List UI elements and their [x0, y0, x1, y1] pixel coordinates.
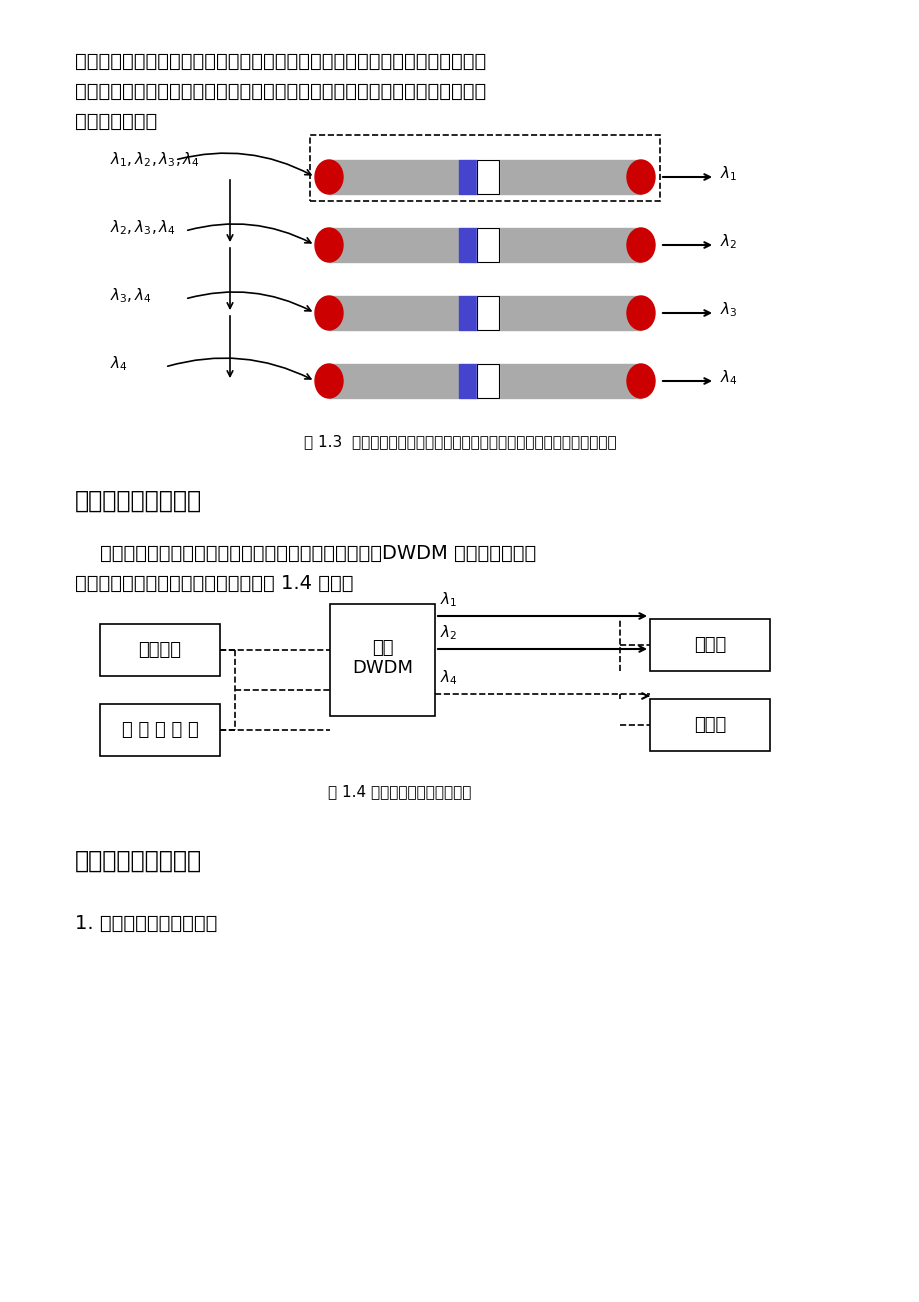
- Bar: [100, 704, 220, 756]
- Text: $\lambda_1$: $\lambda_1$: [720, 164, 737, 184]
- Bar: [476, 365, 498, 398]
- Bar: [459, 228, 476, 262]
- Text: DWDM: DWDM: [352, 659, 413, 677]
- Text: 四、实验内容和步骤: 四、实验内容和步骤: [75, 849, 202, 874]
- Bar: [498, 365, 641, 398]
- Bar: [329, 228, 459, 262]
- Bar: [329, 296, 459, 329]
- Bar: [329, 365, 459, 398]
- Bar: [476, 160, 498, 194]
- Ellipse shape: [314, 296, 343, 329]
- Bar: [498, 296, 641, 329]
- Text: $\lambda_2$: $\lambda_2$: [720, 233, 736, 251]
- Bar: [476, 296, 498, 329]
- Bar: [476, 228, 498, 262]
- Bar: [459, 296, 476, 329]
- Text: 三、实验仪器和装置: 三、实验仪器和装置: [75, 490, 202, 513]
- Text: 的光信号被透过，而其余波长的光信号则被反射，一直到所有波长的光信号从相: 的光信号被透过，而其余波长的光信号则被反射，一直到所有波长的光信号从相: [75, 82, 486, 102]
- Ellipse shape: [627, 365, 654, 398]
- Text: $\lambda_1, \lambda_2, \lambda_3, \lambda_4$: $\lambda_1, \lambda_2, \lambda_3, \lambd…: [110, 150, 199, 169]
- Text: 1. 密集波分复用器的设计: 1. 密集波分复用器的设计: [75, 914, 217, 934]
- Text: $\lambda_4$: $\lambda_4$: [439, 668, 458, 686]
- Text: $\lambda_4$: $\lambda_4$: [720, 368, 737, 388]
- Text: 光谱仪: 光谱仪: [693, 635, 725, 654]
- Text: 光功率计和光纤熔接机。实验系统如图 1.4 所示。: 光功率计和光纤熔接机。实验系统如图 1.4 所示。: [75, 574, 353, 592]
- Text: 本实验仪器和装置主要包括可调谐激光器、宽带光源、DWDM 器件、光谱仪、: 本实验仪器和装置主要包括可调谐激光器、宽带光源、DWDM 器件、光谱仪、: [75, 544, 536, 562]
- Text: 级联而成。输入的多个波长的光信号每遇到一个指定波长的滤光片，对应该波长: 级联而成。输入的多个波长的光信号每遇到一个指定波长的滤光片，对应该波长: [75, 52, 486, 72]
- Text: 光功率: 光功率: [693, 716, 725, 734]
- Text: $\lambda_2, \lambda_3, \lambda_4$: $\lambda_2, \lambda_3, \lambda_4$: [110, 217, 176, 237]
- Bar: [498, 160, 641, 194]
- Text: 图 1.3  介质膜滤波器型密集波分复用器结构（虚线部分为一个滤波单元）: 图 1.3 介质膜滤波器型密集波分复用器结构（虚线部分为一个滤波单元）: [303, 434, 616, 449]
- Bar: [476, 160, 498, 194]
- Text: 宽带光源: 宽带光源: [139, 641, 181, 659]
- Bar: [476, 296, 498, 329]
- Text: $\lambda_3$: $\lambda_3$: [720, 301, 737, 319]
- Bar: [498, 228, 641, 262]
- Bar: [650, 699, 769, 751]
- Ellipse shape: [314, 160, 343, 194]
- Ellipse shape: [627, 160, 654, 194]
- Text: $\lambda_1$: $\lambda_1$: [439, 590, 457, 609]
- Bar: [459, 160, 476, 194]
- Bar: [100, 624, 220, 676]
- Bar: [476, 228, 498, 262]
- Text: $\lambda_4$: $\lambda_4$: [110, 354, 128, 372]
- Text: 器件: 器件: [371, 639, 392, 658]
- Bar: [476, 365, 498, 398]
- Bar: [329, 160, 459, 194]
- Bar: [650, 618, 769, 671]
- Bar: [310, 135, 659, 201]
- Text: $\lambda_3, \lambda_4$: $\lambda_3, \lambda_4$: [110, 286, 152, 305]
- Bar: [459, 365, 476, 398]
- Bar: [330, 604, 435, 716]
- Text: 图 1.4 密集波分复用器实验系统: 图 1.4 密集波分复用器实验系统: [328, 784, 471, 799]
- Text: $\lambda_2$: $\lambda_2$: [439, 622, 457, 642]
- Text: 可 调 谐 激 光: 可 调 谐 激 光: [121, 721, 199, 740]
- Ellipse shape: [314, 228, 343, 262]
- Ellipse shape: [627, 296, 654, 329]
- Ellipse shape: [627, 228, 654, 262]
- Ellipse shape: [314, 365, 343, 398]
- Text: 应的端口输出。: 应的端口输出。: [75, 112, 157, 132]
